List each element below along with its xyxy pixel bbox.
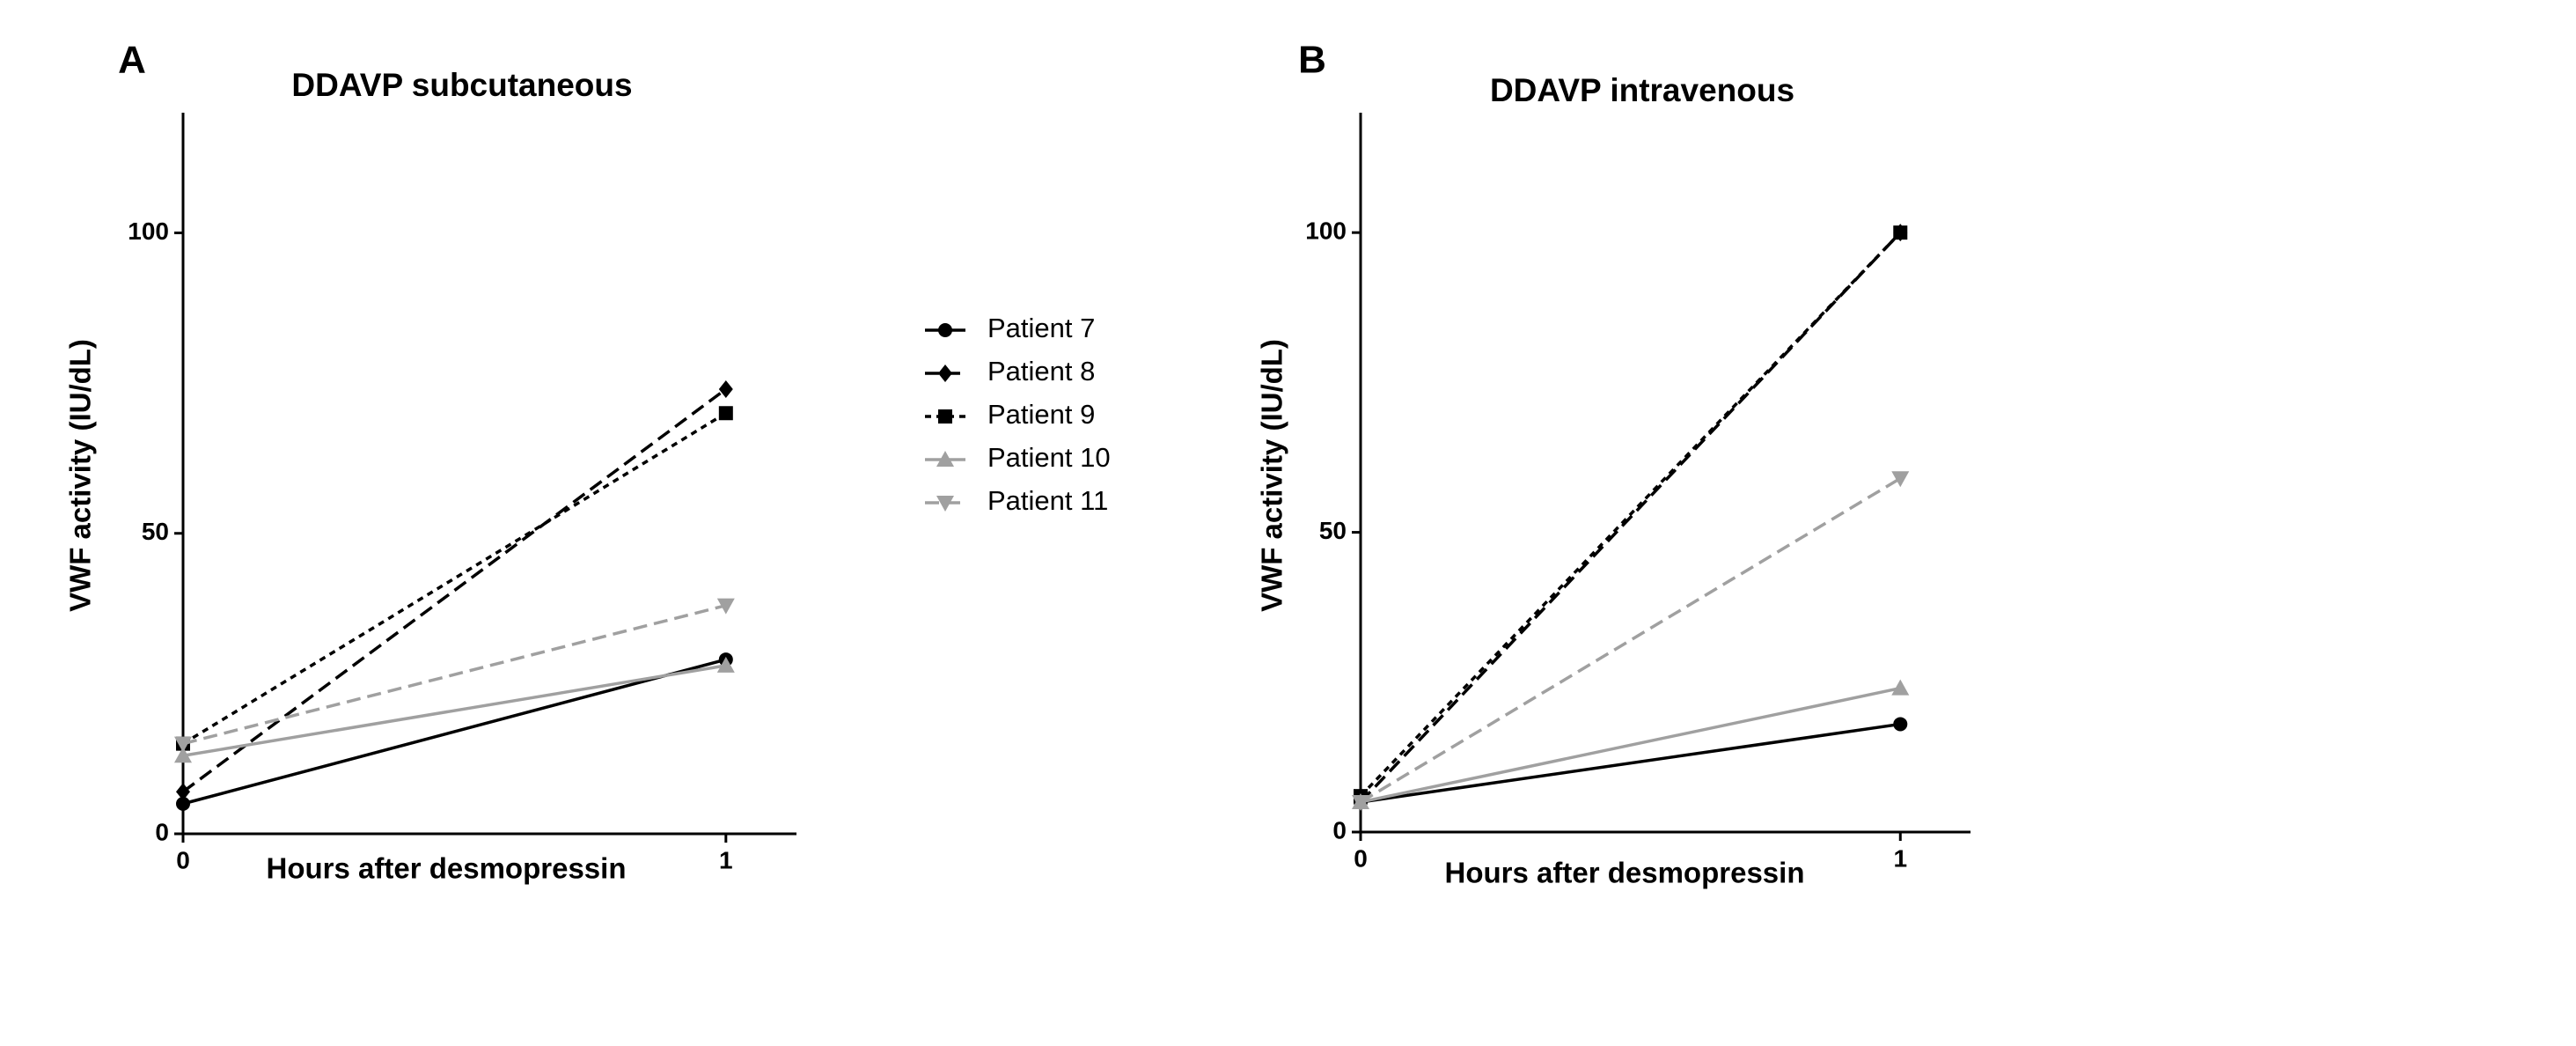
series-line bbox=[182, 411, 727, 746]
marker bbox=[1352, 794, 1369, 811]
panel-label: B bbox=[1298, 39, 1326, 82]
marker bbox=[176, 783, 190, 801]
series-line bbox=[1360, 476, 1902, 804]
legend-marker bbox=[938, 409, 952, 424]
y-tick-label: 50 bbox=[142, 518, 169, 545]
series-line bbox=[182, 603, 727, 746]
legend-marker bbox=[938, 365, 952, 382]
chart-title: DDAVP subcutaneous bbox=[291, 67, 632, 103]
legend-marker bbox=[936, 451, 954, 467]
legend-marker bbox=[938, 323, 952, 337]
series-line bbox=[182, 658, 727, 806]
series-line bbox=[1359, 231, 1902, 798]
x-axis-label: Hours after desmopressin bbox=[1445, 857, 1805, 889]
series-line bbox=[1360, 686, 1901, 804]
legend-marker bbox=[936, 496, 954, 512]
marker bbox=[1891, 471, 1910, 488]
marker bbox=[716, 656, 735, 673]
chart-title: DDAVP intravenous bbox=[1490, 72, 1794, 108]
series-line bbox=[1360, 722, 1901, 804]
x-tick-label: 1 bbox=[719, 846, 733, 873]
marker bbox=[174, 747, 192, 763]
marker bbox=[718, 379, 733, 398]
x-axis-label: Hours after desmopressin bbox=[267, 852, 627, 885]
y-tick-label: 100 bbox=[128, 217, 169, 245]
legend-label: Patient 11 bbox=[987, 485, 1108, 516]
legend-label: Patient 9 bbox=[987, 399, 1095, 430]
x-tick-label: 0 bbox=[176, 846, 190, 873]
y-axis-label: VWF activity (IU/dL) bbox=[1256, 339, 1288, 612]
legend-label: Patient 7 bbox=[987, 313, 1095, 343]
marker bbox=[1891, 679, 1910, 696]
y-tick-label: 0 bbox=[1332, 816, 1347, 843]
legend-label: Patient 8 bbox=[987, 356, 1095, 387]
marker bbox=[174, 736, 192, 753]
series-line bbox=[1359, 231, 1902, 804]
panel-label: A bbox=[118, 39, 146, 82]
marker bbox=[176, 796, 190, 811]
marker bbox=[716, 598, 735, 615]
marker bbox=[718, 406, 733, 421]
legend-label: Patient 10 bbox=[987, 442, 1111, 473]
y-tick-label: 100 bbox=[1305, 217, 1347, 245]
marker bbox=[1893, 717, 1908, 732]
series-line bbox=[181, 387, 727, 793]
series-line bbox=[182, 664, 727, 758]
x-tick-label: 0 bbox=[1354, 844, 1368, 872]
marker bbox=[1893, 225, 1908, 240]
x-tick-label: 1 bbox=[1893, 844, 1907, 872]
y-tick-label: 50 bbox=[1319, 517, 1347, 544]
y-tick-label: 0 bbox=[155, 818, 169, 845]
y-axis-label: VWF activity (IU/dL) bbox=[64, 339, 97, 612]
